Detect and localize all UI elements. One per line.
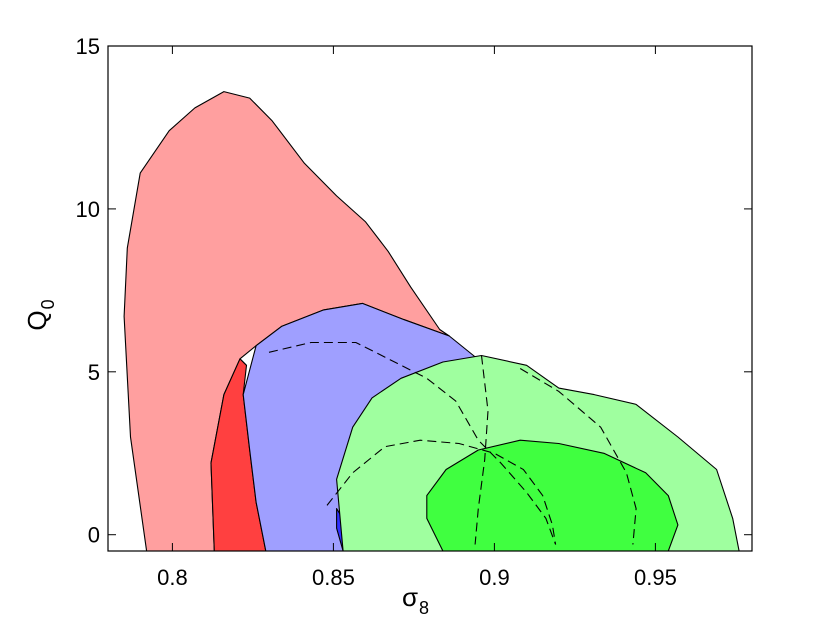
dashed-contour-outer xyxy=(268,341,557,545)
y-tick-label: 5 xyxy=(88,360,100,385)
y-axis-label: Q0 xyxy=(22,299,58,330)
x-tick-label: 0.95 xyxy=(634,565,677,590)
dashed-contour-inner xyxy=(326,439,557,545)
dashed-contours xyxy=(268,341,637,545)
confidence-regions xyxy=(123,91,740,551)
dashed-contour-green-boundary-2 xyxy=(519,368,637,545)
y-tick-label: 10 xyxy=(76,197,100,222)
y-tick-label: 15 xyxy=(76,34,100,59)
dashed-contour-green-boundary-1 xyxy=(474,355,489,545)
y-tick-label: 0 xyxy=(88,523,100,548)
axis-ticks xyxy=(108,45,752,551)
x-tick-label: 0.8 xyxy=(157,565,188,590)
x-tick-label: 0.85 xyxy=(312,565,355,590)
x-tick-label: 0.9 xyxy=(479,565,510,590)
region-green-inner xyxy=(426,439,679,551)
x-axis-label: σ8 xyxy=(402,582,429,618)
region-red-outer xyxy=(123,91,450,551)
plot-frame xyxy=(107,45,753,552)
tick-labels: 0.8 0.85 0.9 0.95 0 5 10 15 xyxy=(76,34,677,590)
